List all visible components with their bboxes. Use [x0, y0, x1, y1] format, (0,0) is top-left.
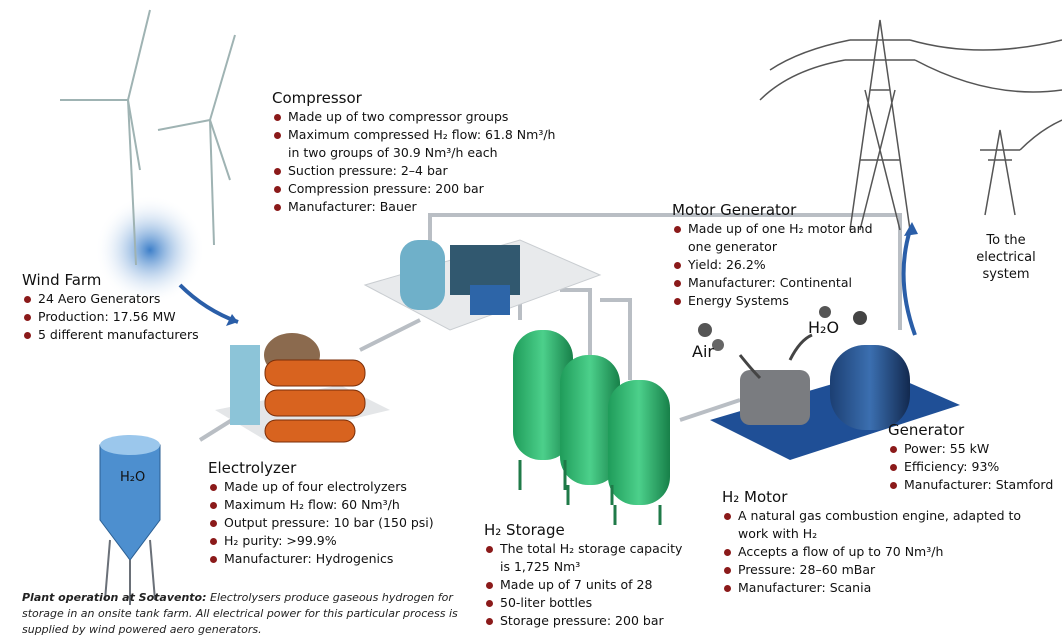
bullet-item: Output pressure: 10 bar (150 psi) — [208, 514, 478, 532]
bullet-item: Manufacturer: Stamford — [888, 476, 1062, 494]
bullet-item: Maximum compressed H₂ flow: 61.8 Nm³/h i… — [272, 126, 562, 162]
bullet-item: Made up of one H₂ motor and one generato… — [672, 220, 882, 256]
bullet-item: Suction pressure: 2–4 bar — [272, 162, 562, 180]
bullet-item: Production: 17.56 MW — [22, 308, 232, 326]
bullet-item: Energy Systems — [672, 292, 882, 310]
block-title: Wind Farm — [22, 270, 232, 290]
bullet-item: Made up of 7 units of 28 — [484, 576, 684, 594]
bullet-item: Made up of four electrolyzers — [208, 478, 478, 496]
bullet-item: 50-liter bottles — [484, 594, 684, 612]
bullet-list: Made up of one H₂ motor and one generato… — [672, 220, 882, 310]
bullet-item: Yield: 26.2% — [672, 256, 882, 274]
bullet-item: Power: 55 kW — [888, 440, 1062, 458]
bullet-item: 24 Aero Generators — [22, 290, 232, 308]
bullet-item: Efficiency: 93% — [888, 458, 1062, 476]
bullet-item: Made up of two compressor groups — [272, 108, 562, 126]
bullet-item: Manufacturer: Bauer — [272, 198, 562, 216]
bullet-item: Maximum H₂ flow: 60 Nm³/h — [208, 496, 478, 514]
bullet-item: Pressure: 28–60 mBar — [722, 561, 1022, 579]
caption: Plant operation at Sotavento: Electrolys… — [22, 590, 462, 638]
grid-label: To the electrical system — [970, 232, 1042, 283]
bullet-item: 5 different manufacturers — [22, 326, 232, 344]
bullet-item: Manufacturer: Continental — [672, 274, 882, 292]
exhaust-label: H₂O — [808, 318, 839, 337]
bullet-item: H₂ purity: >99.9% — [208, 532, 478, 550]
caption-lead: Plant operation at Sotavento: — [22, 591, 207, 604]
bullet-item: Accepts a flow of up to 70 Nm³/h — [722, 543, 1022, 561]
block-title: Electrolyzer — [208, 458, 478, 478]
block-title: Generator — [888, 420, 1062, 440]
infographic: CompressorMade up of two compressor grou… — [0, 0, 1062, 643]
block-title: Motor Generator — [672, 200, 882, 220]
bullet-item: A natural gas combustion engine, adapted… — [722, 507, 1022, 543]
bullet-list: A natural gas combustion engine, adapted… — [722, 507, 1022, 597]
block-title: H₂ Storage — [484, 520, 684, 540]
bullet-list: The total H₂ storage capacity is 1,725 N… — [484, 540, 684, 630]
water-label: H₂O — [120, 470, 145, 485]
air-label: Air — [692, 342, 714, 361]
bullet-item: Manufacturer: Scania — [722, 579, 1022, 597]
bullet-item: Manufacturer: Hydrogenics — [208, 550, 478, 568]
bullet-item: The total H₂ storage capacity is 1,725 N… — [484, 540, 684, 576]
block-title: Compressor — [272, 88, 562, 108]
bullet-item: Compression pressure: 200 bar — [272, 180, 562, 198]
bullet-item: Storage pressure: 200 bar — [484, 612, 684, 630]
